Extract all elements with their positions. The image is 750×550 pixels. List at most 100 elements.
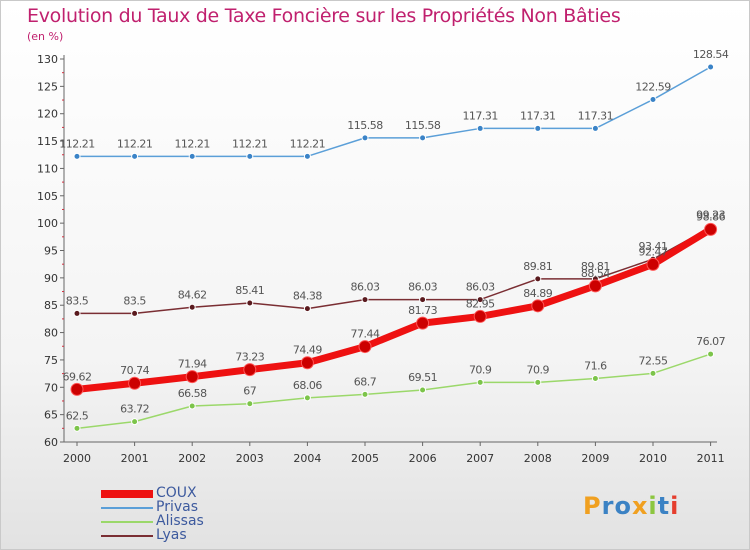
y-tick-label: 130 [37,53,58,66]
x-tick-label: 2002 [178,452,206,465]
series-line-lyas [76,226,712,315]
x-tick-label: 2004 [293,452,321,465]
data-label-alissas: 70.9 [527,363,550,376]
y-tick-label: 120 [37,108,58,121]
data-point-lyas [361,296,369,304]
data-point-privas [534,124,542,132]
data-label-privas: 117.31 [462,109,498,122]
data-label-alissas: 63.72 [120,403,149,416]
y-tick-label: 110 [37,162,58,175]
x-tick-label: 2001 [121,452,149,465]
y-tick-label: 100 [37,217,58,230]
series-line-privas [76,66,712,158]
data-point-privas [246,152,254,160]
data-point-coux [300,356,314,370]
logo-letter: r [601,492,615,520]
y-tick-label: 125 [37,80,58,93]
data-label-alissas: 70.9 [469,363,492,376]
data-point-privas [188,152,196,160]
data-point-alissas [591,375,599,383]
data-point-lyas [73,309,81,317]
legend-swatch [101,490,153,498]
data-label-coux: 82.95 [466,297,495,310]
y-tick-label: 85 [44,299,58,312]
data-label-privas: 112.21 [117,137,153,150]
data-point-privas [131,152,139,160]
logo-letter: o [614,492,632,520]
x-tick-label: 2007 [466,452,494,465]
data-point-alissas [476,378,484,386]
data-point-alissas [649,369,657,377]
data-label-coux: 92.47 [639,245,668,258]
legend-item-lyas: Lyas [101,527,301,543]
series-line-alissas [76,353,712,430]
data-label-alissas: 76.07 [696,335,725,348]
data-point-alissas [707,350,715,358]
data-point-coux [704,222,718,236]
data-label-lyas: 85.41 [235,284,264,297]
x-tick-label: 2006 [409,452,437,465]
data-label-lyas: 89.81 [523,260,552,273]
legend-label: Alissas [156,513,204,529]
data-label-privas: 117.31 [520,109,556,122]
data-point-lyas [131,309,139,317]
chart-legend: COUX Privas Alissas Lyas [101,485,301,543]
data-label-privas: 122.59 [635,81,671,94]
x-tick-label: 2009 [581,452,609,465]
data-point-lyas [534,275,542,283]
data-point-coux [588,279,602,293]
data-label-lyas: 99.23 [696,208,725,221]
data-label-privas: 128.54 [693,48,729,61]
logo-letter: P [583,492,602,520]
y-tick-label: 75 [44,354,58,367]
data-point-alissas [419,386,427,394]
data-point-lyas [246,299,254,307]
data-label-alissas: 72.55 [639,354,668,367]
data-point-alissas [73,424,81,432]
data-label-privas: 117.31 [578,109,614,122]
y-tick-label: 70 [44,381,58,394]
data-label-privas: 115.58 [405,119,441,132]
data-label-coux: 98.86 [696,210,725,223]
data-label-alissas: 67 [243,385,256,398]
data-label-lyas: 84.38 [293,290,322,303]
data-label-lyas: 86.03 [408,281,437,294]
data-point-lyas [476,296,484,304]
y-tick-label: 65 [44,409,58,422]
data-label-coux: 71.94 [178,358,207,371]
x-tick-label: 2010 [639,452,667,465]
y-tick-label: 60 [44,436,58,449]
legend-swatch [101,521,153,523]
logo-letter: t [657,492,671,520]
data-point-alissas [188,402,196,410]
legend-swatch [101,535,153,537]
data-label-privas: 112.21 [232,137,268,150]
data-point-alissas [303,394,311,402]
data-point-privas [361,134,369,142]
y-tick-label: 90 [44,272,58,285]
chart-title: Evolution du Taux de Taxe Foncière sur l… [27,5,621,27]
data-point-coux [243,363,257,377]
y-tick-label: 105 [37,190,58,203]
legend-item-coux: COUX [101,485,301,501]
data-label-lyas: 86.03 [351,281,380,294]
y-tick-label: 115 [37,135,58,148]
x-tick-label: 2000 [63,452,91,465]
data-label-privas: 112.21 [59,137,95,150]
data-point-coux [358,340,372,354]
data-point-coux [473,309,487,323]
logo-letter: i [670,492,680,520]
legend-item-privas: Privas [101,499,301,515]
data-label-privas: 112.21 [174,137,210,150]
data-point-privas [73,152,81,160]
data-point-coux [185,370,199,384]
data-point-alissas [246,400,254,408]
data-label-alissas: 68.7 [354,375,377,388]
data-point-coux [531,299,545,313]
data-point-alissas [534,378,542,386]
data-label-alissas: 71.6 [584,360,607,373]
data-point-coux [416,316,430,330]
line-chart: 60 65 70 75 80 85 90 95 100 105 110 115 120 125 130 200… [37,48,729,465]
data-label-coux: 74.49 [293,344,322,357]
